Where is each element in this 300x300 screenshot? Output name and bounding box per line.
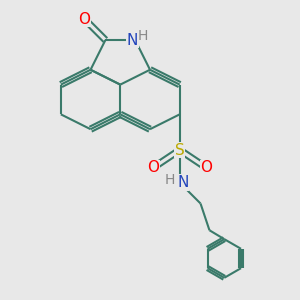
Text: O: O — [147, 160, 159, 175]
Text: H: H — [164, 173, 175, 187]
Text: O: O — [200, 160, 212, 175]
Text: H: H — [137, 28, 148, 43]
Text: N: N — [177, 175, 188, 190]
Text: O: O — [79, 12, 91, 27]
Text: N: N — [127, 32, 138, 47]
Text: S: S — [175, 142, 184, 158]
